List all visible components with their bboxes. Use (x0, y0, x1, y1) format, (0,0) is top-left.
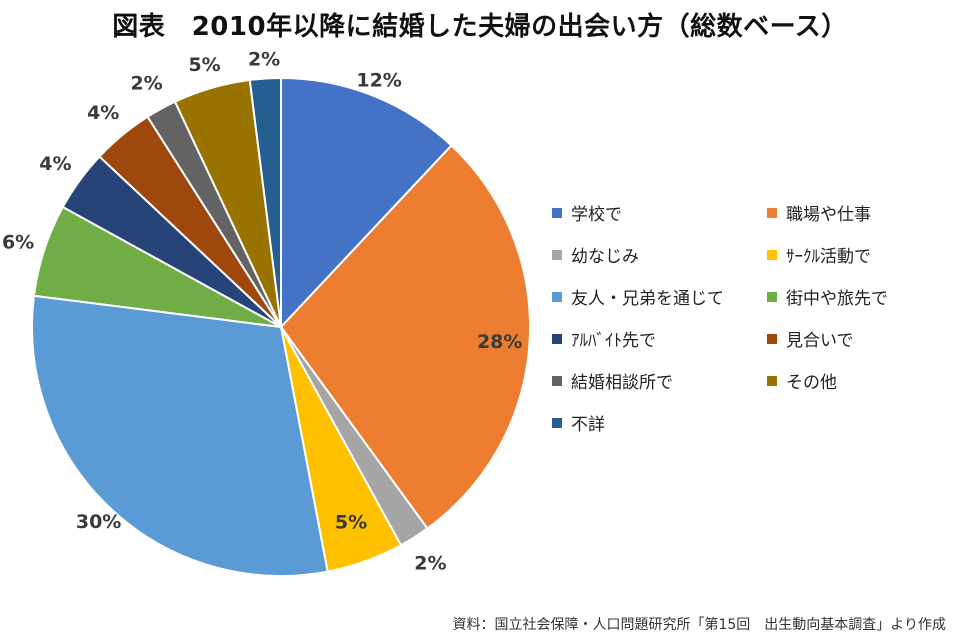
legend-label: その他 (786, 373, 837, 393)
legend-item-3: 幼なじみ (552, 242, 639, 267)
slice-label-8: 4% (87, 102, 119, 124)
legend-item-11: 不詳 (552, 410, 605, 435)
legend-swatch (552, 249, 562, 260)
slice-labels: 12% 28% 2% 5% 30% 6% 4% 4% 2% 5% 2% (2, 49, 522, 575)
pie-slice-5 (31, 294, 329, 577)
legend-swatch (552, 291, 562, 302)
legend-label: 学校で (571, 205, 622, 225)
pie-slice-2 (279, 144, 531, 530)
chart-title: 図表 2010年以降に結婚した夫婦の出会い方（総数ベース） (112, 12, 848, 42)
legend-item-4: ｻｰｸﾙ活動で (767, 242, 871, 267)
legend-label: 幼なじみ (571, 247, 639, 267)
slice-label-1: 12% (356, 69, 401, 91)
slice-label-11: 2% (248, 49, 280, 71)
slice-label-6: 6% (2, 232, 34, 254)
slice-label-5: 30% (76, 511, 121, 533)
legend-swatch (552, 417, 562, 428)
legend-label: ｱﾙﾊﾞｲﾄ先で (571, 331, 656, 351)
legend-swatch (767, 207, 777, 218)
pie-slices (31, 76, 531, 577)
legend-item-6: 街中や旅先で (767, 284, 888, 309)
slice-label-10: 5% (188, 54, 220, 76)
slice-label-9: 2% (130, 73, 162, 95)
legend-label: 街中や旅先で (786, 289, 888, 309)
legend-item-9: 結婚相談所で (552, 368, 673, 393)
legend-swatch (552, 207, 562, 218)
legend-item-1: 学校で (552, 200, 622, 225)
slice-label-4: 5% (335, 512, 367, 534)
pie-slice-1 (280, 76, 453, 330)
legend-item-10: その他 (767, 368, 837, 393)
legend-label: 職場や仕事 (786, 205, 871, 225)
legend-swatch (767, 333, 777, 344)
legend-swatch (552, 333, 562, 344)
legend-item-2: 職場や仕事 (767, 200, 871, 225)
source-note: 資料：国立社会保障・人口問題研究所「第15回 出生動向基本調査」より作成 (452, 617, 946, 633)
legend-item-7: ｱﾙﾊﾞｲﾄ先で (552, 326, 656, 351)
legend-item-5: 友人・兄弟を通じて (552, 284, 724, 309)
legend-swatch (767, 291, 777, 302)
slice-label-3: 2% (414, 553, 446, 575)
legend-swatch (767, 375, 777, 386)
legend-swatch (552, 375, 562, 386)
legend-label: 不詳 (571, 415, 605, 435)
legend-swatch (767, 249, 777, 260)
legend-item-8: 見合いで (767, 326, 854, 351)
legend-label: 見合いで (786, 331, 854, 351)
pie-slice-11 (248, 76, 282, 328)
slice-label-2: 28% (477, 331, 522, 353)
legend-label: ｻｰｸﾙ活動で (786, 247, 871, 267)
legend-label: 友人・兄弟を通じて (571, 289, 724, 309)
legend-label: 結婚相談所で (571, 373, 673, 393)
slice-label-7: 4% (39, 153, 71, 175)
